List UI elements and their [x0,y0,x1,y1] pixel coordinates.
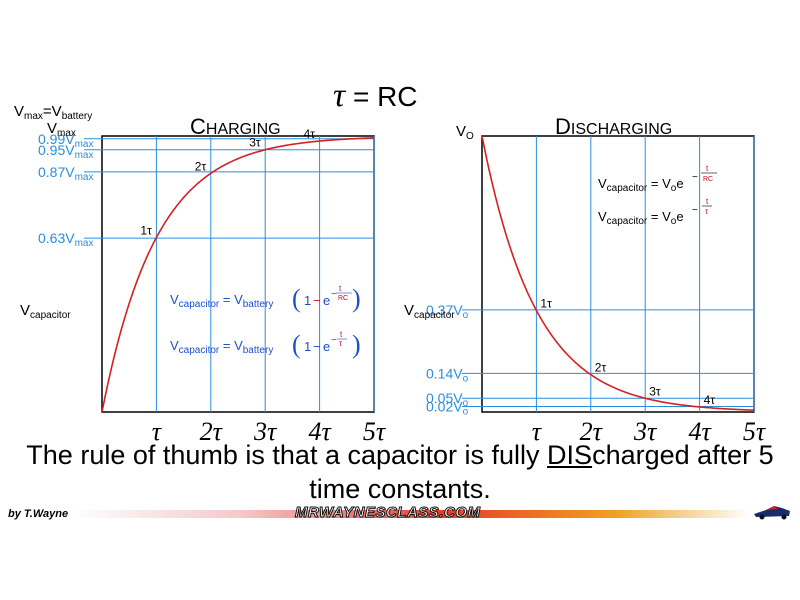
svg-text:−: − [313,293,321,308]
discharging-title: DISCHARGING [555,114,672,139]
caption-post: charged after 5 time constants. [309,440,774,504]
charging-formula: Vcapacitor = Vbattery ( 1 − e − t RC ) V… [170,284,361,359]
title-rest: = RC [345,81,417,112]
c-point-label-1: 1τ [140,224,152,238]
slide-title: τ = RC [333,77,418,114]
vo-label: VO [456,123,474,142]
svg-text:RC: RC [338,295,348,302]
svg-text:−: − [692,172,698,183]
svg-text:τ: τ [705,207,709,216]
race-car-logo-icon [754,506,790,520]
discharging-y-label: Vcapacitor [404,302,455,321]
charging-formula-line-1: Vcapacitor = Vbattery [170,292,273,310]
d-x-tick-2: 2τ [580,417,604,446]
d-x-tick-1: τ [532,417,543,446]
svg-text:e: e [323,339,330,354]
d-point-label-4: 4τ [704,393,716,407]
discharging-formula-line-1: Vcapacitor = Voe [598,176,684,194]
d-level-label-4: 0.02Vo [426,398,469,417]
charging-plot-frame [101,135,375,413]
d-level-label-2: 0.14Vo [426,365,469,384]
title-tau: τ [333,77,347,114]
d-point-label-2: 2τ [595,361,607,375]
d-level-label-1: 0.37Vo [426,302,469,321]
c-x-tick-5: 5τ [363,417,387,446]
svg-text:1: 1 [304,339,311,354]
d-x-tick-5: 5τ [743,417,767,446]
c-point-label-2: 2τ [195,159,207,173]
svg-text:1: 1 [304,293,311,308]
discharging-curve [481,135,755,411]
svg-text:−: − [313,339,321,354]
discharging-plot-frame [481,135,755,413]
c-level-label-3: 0.95Vmax [38,142,94,161]
svg-text:−: − [331,289,337,300]
svg-text:(: ( [292,284,301,313]
discharging-x-ticks: τ 2τ 3τ 4τ 5τ [532,417,767,446]
c-point-label-4: 4τ [304,127,316,141]
charging-title: CHARGING [190,114,281,139]
charging-formula-line-2: Vcapacitor = Vbattery [170,338,273,356]
caption-underlined: DIS [547,440,593,470]
charging-grid [84,136,375,412]
svg-text:t: t [706,197,709,206]
c-level-label-1: 0.63Vmax [38,230,94,249]
svg-text:τ: τ [339,339,343,348]
c-x-tick-1: τ [152,417,163,446]
d-x-tick-4: 4τ [688,417,712,446]
svg-text:−: − [692,205,698,216]
c-point-label-3: 3τ [249,136,261,150]
c-level-label-2: 0.87Vmax [38,164,94,183]
svg-text:RC: RC [703,176,713,183]
charging-point-labels: 1τ 2τ 3τ 4τ [140,127,315,237]
discharging-formula: Vcapacitor = Voe − t RC Vcapacitor = Voe… [598,164,717,227]
discharging-point-labels: 1τ 2τ 3τ 4τ [540,296,715,406]
svg-text:(: ( [292,330,301,359]
vmax-equals-vbattery-label: Vmax=Vbattery [14,103,92,122]
svg-text:t: t [340,330,343,339]
d-point-label-1: 1τ [540,296,552,310]
d-point-label-3: 3τ [649,384,661,398]
c-level-label-4: 0.99Vmax [38,131,94,150]
charging-y-label: Vcapacitor [20,302,71,321]
rule-of-thumb-caption: The rule of thumb is that a capacitor is… [0,438,800,506]
caption-pre: The rule of thumb is that a capacitor is… [26,440,548,470]
svg-text:): ) [352,284,361,313]
c-x-tick-2: 2τ [200,417,224,446]
charging-curve [101,137,375,413]
c-x-tick-3: 3τ [253,417,278,446]
discharging-grid [462,136,755,412]
c-x-tick-4: 4τ [308,417,332,446]
author-byline: by T.Wayne [8,508,69,520]
d-level-label-3: 0.05Vo [426,390,469,409]
svg-text:t: t [339,284,342,293]
charging-x-ticks: τ 2τ 3τ 4τ 5τ [152,417,387,446]
discharging-formula-line-2: Vcapacitor = Voe [598,209,684,227]
svg-text:): ) [352,330,361,359]
footer-gradient-bar [70,510,750,518]
svg-text:t: t [706,164,709,173]
site-logo-text: MRWAYNESCLASS.COM [294,504,481,522]
d-x-tick-3: 3τ [633,417,658,446]
svg-text:e: e [323,293,330,308]
vmax-top-label: Vmax [47,120,76,139]
svg-text:−: − [331,335,337,346]
